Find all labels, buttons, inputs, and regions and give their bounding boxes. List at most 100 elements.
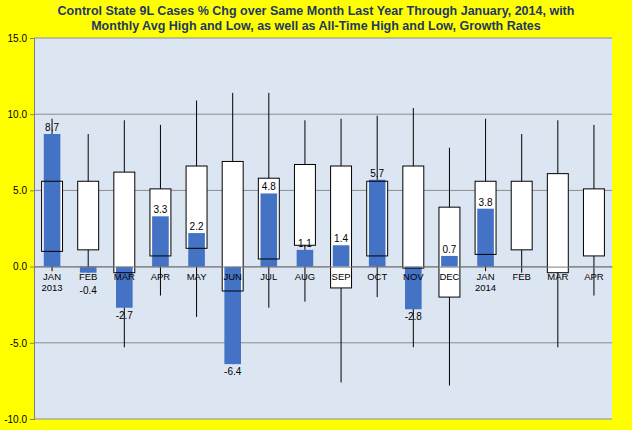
grid: [34, 38, 612, 419]
x-tick-label: JAN2014: [475, 271, 496, 293]
title: Control State 9L Cases % Chg over Same M…: [58, 4, 575, 33]
y-tick: 5.0: [13, 185, 34, 196]
avg-box-outline: [222, 161, 243, 291]
x-tick: APR: [584, 267, 604, 282]
x-tick: MAY: [187, 267, 208, 282]
bar: [261, 193, 278, 266]
avg-box-outline: [78, 181, 99, 250]
bar: [369, 180, 386, 267]
x-tick-label: MAR: [547, 271, 568, 282]
plot-area: [34, 38, 612, 419]
data-label: -2.8: [405, 311, 423, 322]
y-tick-mark: [30, 419, 34, 420]
grid-line: [34, 38, 612, 39]
data-label: 3.3: [153, 204, 167, 215]
avg-box: [547, 174, 568, 273]
bar: [297, 250, 314, 267]
data-label: 4.8: [262, 181, 276, 192]
x-tick: MAR: [114, 267, 135, 282]
x-tick-label: OCT: [367, 271, 387, 282]
y-tick: -10.0: [4, 414, 34, 425]
x-tick: FEB: [512, 267, 530, 282]
bar: [44, 134, 61, 267]
avg-box-outline: [114, 172, 135, 273]
data-label: -6.4: [224, 366, 242, 377]
avg-box-outline: [294, 164, 315, 245]
x-tick-label: JUL: [260, 271, 277, 282]
x-tick: DEC: [439, 267, 459, 282]
y-tick-mark: [30, 38, 34, 39]
x-axis: JAN2013 FEB MAR APR MAY JUN JUL AUG SEP OCT NOV DEC…: [35, 267, 613, 293]
bar: [333, 245, 350, 266]
data-label: -0.4: [80, 285, 98, 296]
data-label: 2.2: [190, 221, 204, 232]
avg-box: [114, 172, 135, 273]
y-tick-mark: [30, 343, 34, 344]
x-tick-label: APR: [584, 271, 604, 282]
avg-box-outline: [403, 166, 424, 268]
y-tick-label: -10.0: [4, 414, 27, 425]
avg-box-outline: [331, 166, 352, 288]
title-line: Monthly Avg High and Low, as well as All…: [91, 19, 541, 33]
data-label: 3.8: [479, 197, 493, 208]
x-tick: APR: [151, 267, 171, 282]
avg-box: [78, 181, 99, 250]
avg-box-outline: [367, 181, 388, 256]
bar: [477, 209, 494, 267]
x-tick: JAN2014: [475, 267, 496, 293]
x-tick: AUG: [295, 267, 316, 282]
x-axis-line: [35, 267, 613, 268]
x-tick-label: JUN: [223, 271, 242, 282]
y-tick-mark: [30, 114, 34, 115]
y-tick-label: 15.0: [8, 33, 28, 44]
avg-box-outline: [186, 166, 207, 248]
y-tick-mark: [30, 190, 34, 191]
avg-box: [222, 161, 243, 291]
y-axis-line: [30, 39, 35, 420]
data-label: 1.1: [298, 238, 312, 249]
background: [0, 0, 632, 430]
x-tick: SEP: [332, 267, 351, 282]
x-tick-label: JAN2013: [41, 271, 62, 293]
data-labels: 8.7-0.4-2.73.32.2-6.44.81.11.45.7-2.80.7…: [45, 122, 493, 377]
avg-box-outline: [150, 189, 171, 256]
x-tick-label: MAR: [114, 271, 135, 282]
x-tick-label: NOV: [403, 271, 424, 282]
y-tick: -5.0: [10, 338, 34, 349]
y-tick: 0.0: [13, 261, 34, 272]
avg-box-outline: [439, 207, 460, 297]
marks: [42, 93, 605, 386]
data-label: 8.7: [45, 122, 59, 133]
avg-box-outline: [583, 189, 604, 256]
x-tick: JAN2013: [41, 267, 62, 293]
x-tick-label: APR: [151, 271, 171, 282]
avg-box: [331, 166, 352, 288]
avg-box: [294, 164, 315, 245]
x-tick-label: MAY: [187, 271, 208, 282]
x-tick: OCT: [367, 267, 387, 282]
x-tick-label: DEC: [439, 271, 459, 282]
y-tick-label: 0.0: [13, 261, 27, 272]
bar: [441, 256, 458, 267]
x-tick: NOV: [403, 267, 424, 282]
grid-line: [34, 114, 612, 115]
avg-box-outline: [42, 181, 63, 251]
y-tick-label: 5.0: [13, 185, 27, 196]
data-label: -2.7: [116, 310, 134, 321]
avg-box: [511, 181, 532, 250]
avg-box: [583, 189, 604, 256]
x-tick: FEB: [79, 267, 97, 282]
avg-box-outline: [475, 181, 496, 254]
x-tick-label: AUG: [295, 271, 316, 282]
avg-box-outline: [258, 178, 279, 259]
data-label: 0.7: [442, 244, 456, 255]
x-tick-label: FEB: [79, 271, 97, 282]
y-axis: -10.0 -5.0 0.0 5.0 10.0 15.0: [4, 33, 34, 425]
avg-box-outline: [547, 174, 568, 273]
avg-box: [439, 207, 460, 297]
y-tick: 10.0: [8, 109, 34, 120]
avg-box-outline: [511, 181, 532, 250]
data-label: 1.4: [334, 233, 348, 244]
x-tick: JUN: [223, 267, 242, 282]
title-line: Control State 9L Cases % Chg over Same M…: [58, 4, 575, 18]
